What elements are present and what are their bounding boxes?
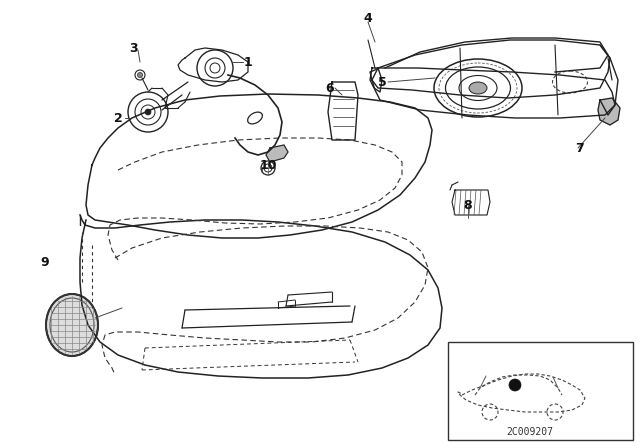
Text: 2: 2 — [114, 112, 122, 125]
Circle shape — [138, 73, 143, 78]
Text: 10: 10 — [259, 159, 276, 172]
Text: 2C009207: 2C009207 — [506, 427, 554, 437]
Text: 7: 7 — [575, 142, 584, 155]
Text: 3: 3 — [129, 42, 138, 55]
Bar — [448, 342, 633, 440]
Ellipse shape — [469, 82, 487, 94]
Circle shape — [145, 109, 151, 115]
Text: 9: 9 — [41, 255, 49, 268]
Polygon shape — [266, 145, 288, 162]
Text: 5: 5 — [378, 76, 387, 89]
Text: 8: 8 — [464, 198, 472, 211]
Polygon shape — [598, 98, 620, 125]
Circle shape — [509, 379, 521, 391]
Ellipse shape — [46, 294, 98, 356]
Text: 1: 1 — [244, 56, 252, 69]
Text: 4: 4 — [364, 12, 372, 25]
Text: 6: 6 — [326, 82, 334, 95]
